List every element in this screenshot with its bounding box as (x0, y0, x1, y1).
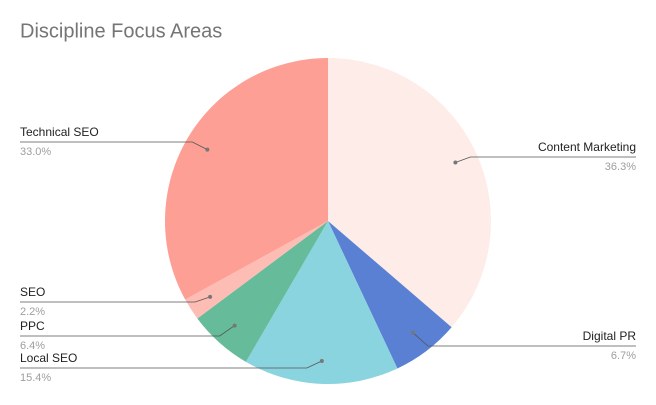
pie-slice (245, 221, 398, 384)
slice-label: Local SEO (20, 351, 77, 365)
slice-value-label: 6.4% (20, 340, 45, 352)
leader-line (20, 296, 211, 303)
leader-dot (205, 147, 210, 152)
slice-label: Digital PR (583, 329, 637, 343)
leader-dot (208, 294, 213, 299)
pie-slice (328, 58, 491, 328)
slice-value-label: 33.0% (20, 146, 51, 158)
pie-slice (185, 221, 328, 319)
slice-value-label: 36.3% (605, 161, 636, 173)
leader-line (20, 325, 235, 337)
slice-value-label: 6.7% (611, 350, 636, 362)
leader-dot (319, 359, 324, 364)
slice-label: Content Marketing (538, 140, 636, 154)
slice-label: PPC (20, 319, 45, 333)
leader-line (20, 141, 208, 150)
pie-slice (197, 221, 328, 362)
leader-dot (410, 330, 415, 335)
pie-slice (328, 221, 452, 369)
leader-dot (232, 323, 237, 328)
leader-line (412, 332, 636, 347)
chart-title: Discipline Focus Areas (20, 20, 222, 42)
slice-value-label: 2.2% (20, 306, 45, 318)
leader-dot (453, 160, 458, 165)
slice-label: Technical SEO (20, 125, 99, 139)
leader-line (455, 156, 636, 163)
pie-slice (165, 58, 328, 300)
slice-label: SEO (20, 285, 45, 299)
slice-value-label: 15.4% (20, 372, 51, 384)
leader-line (20, 360, 323, 369)
